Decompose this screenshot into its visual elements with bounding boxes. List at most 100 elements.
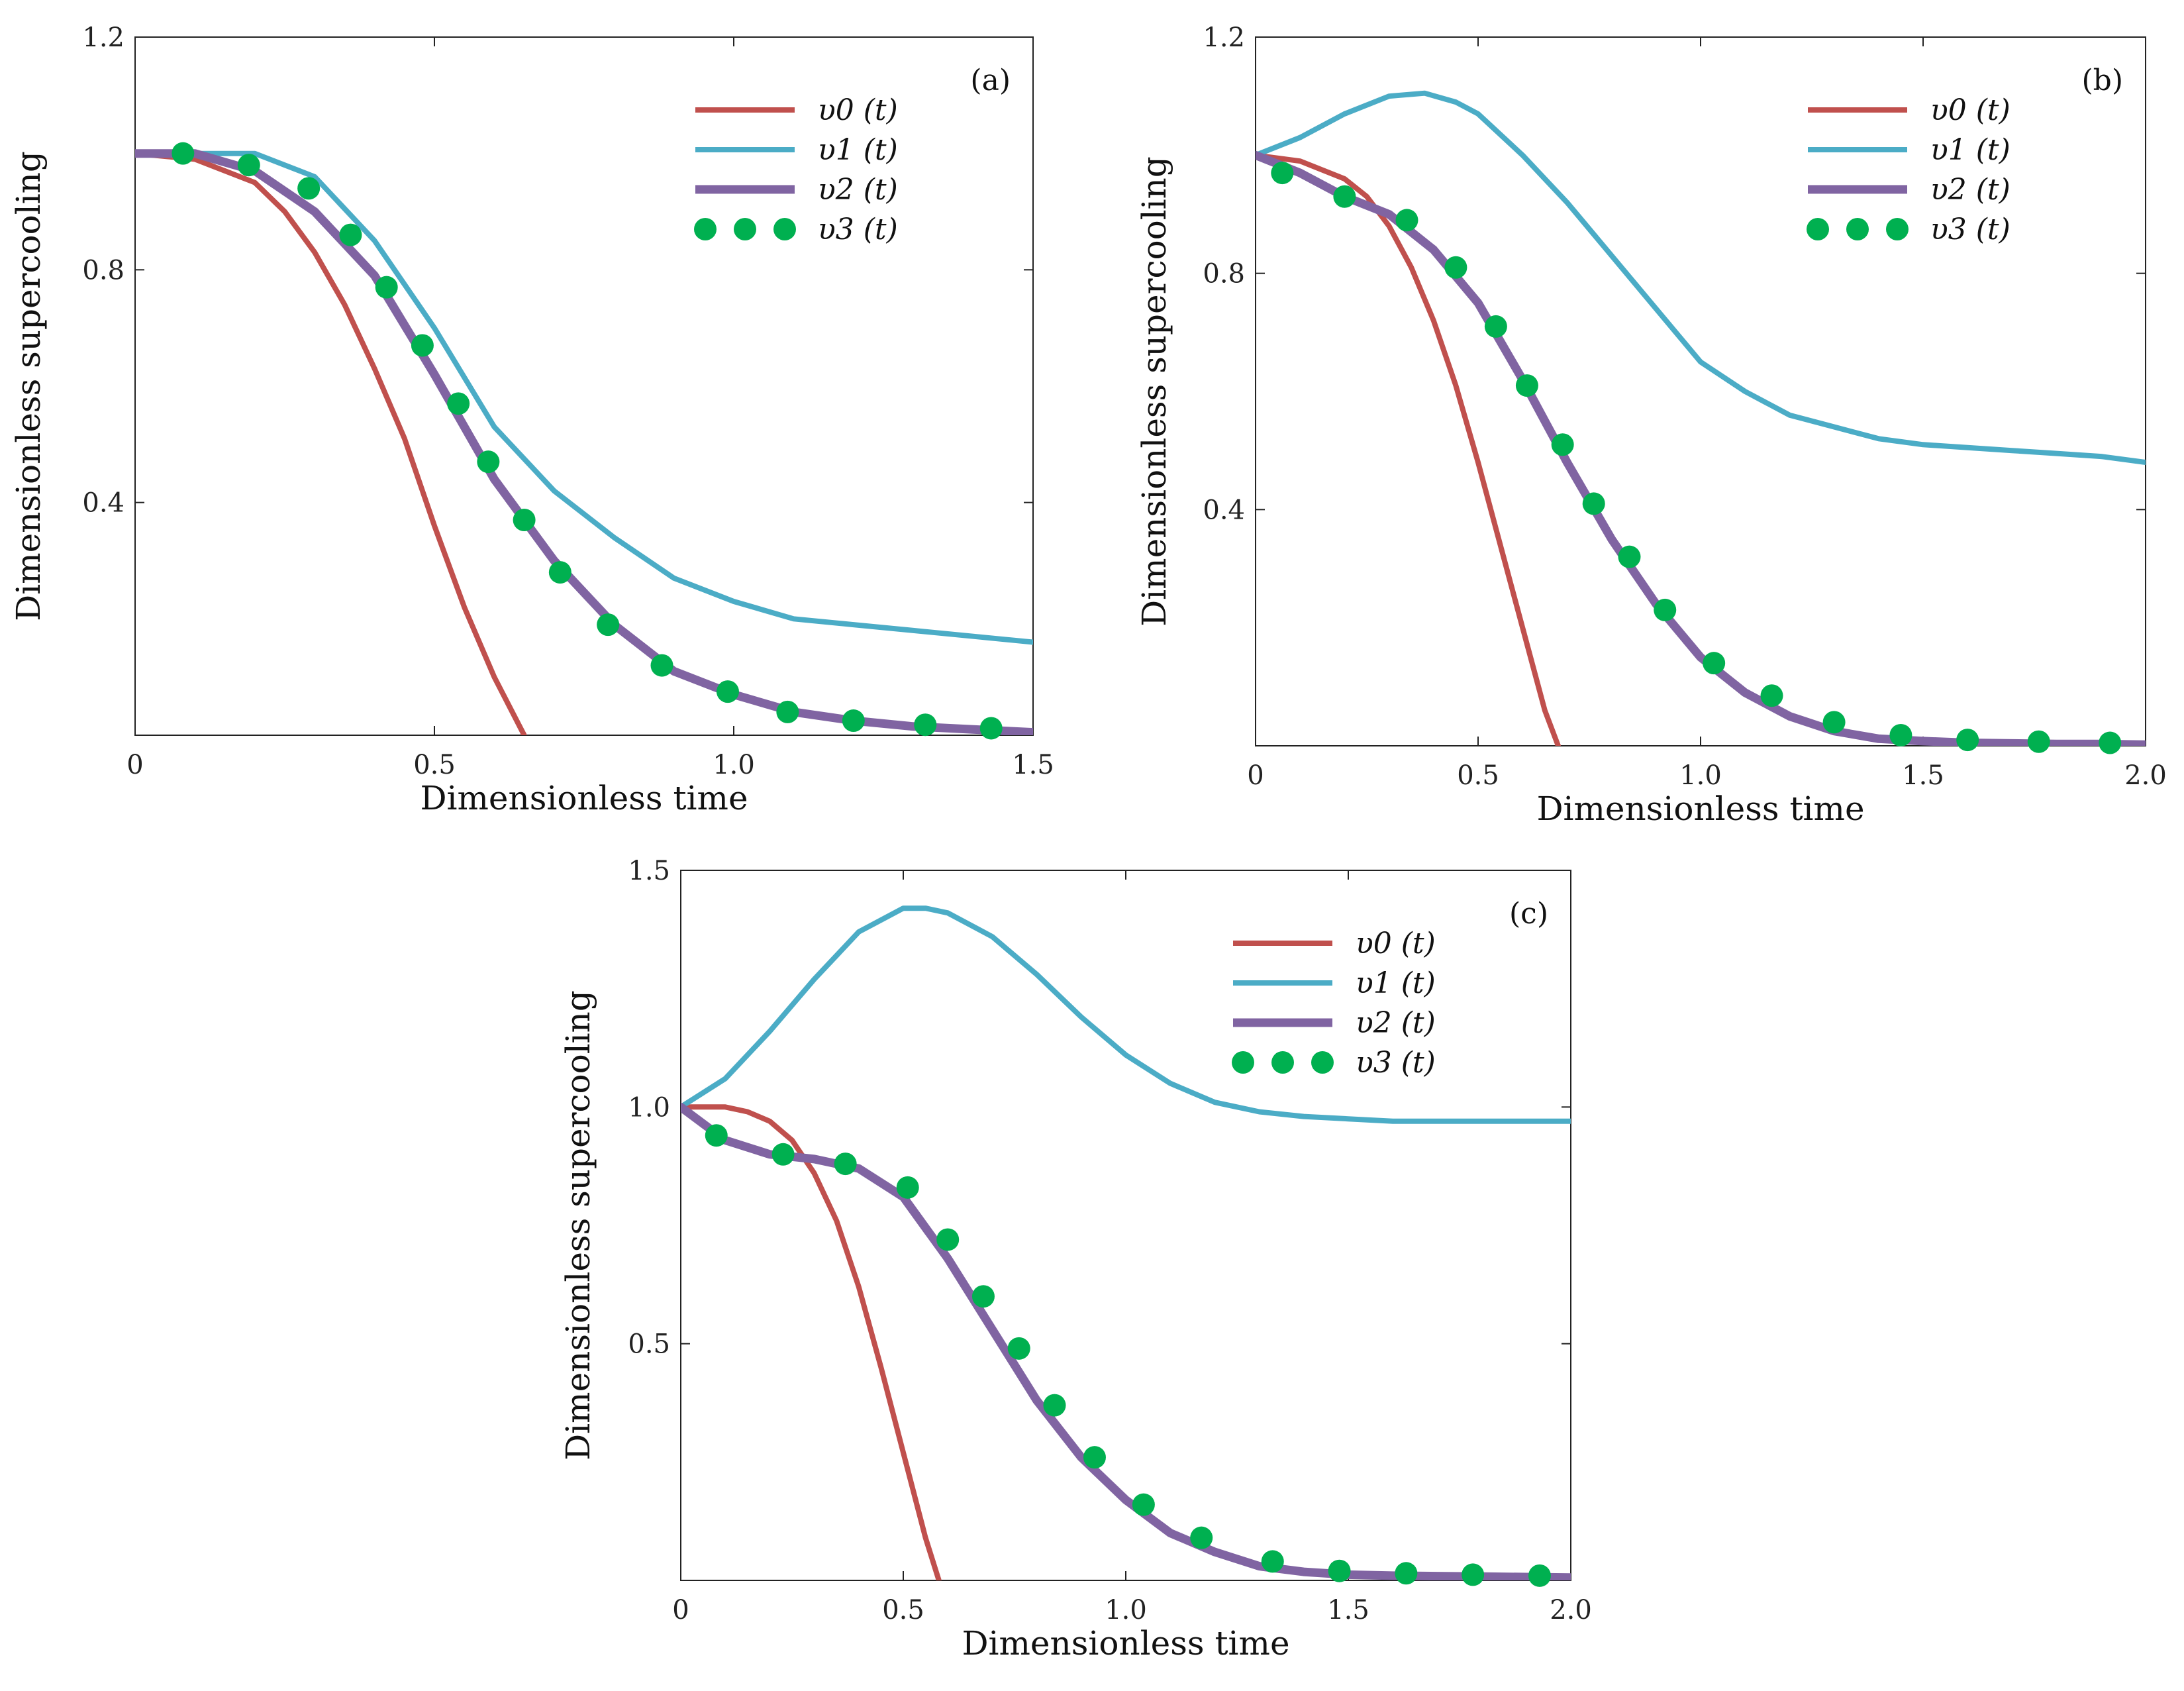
legend-swatch-dot (1846, 218, 1869, 240)
x-tick-label: 1.0 (1679, 760, 1722, 791)
series-point (842, 709, 865, 733)
series-line-2 (135, 149, 1033, 735)
x-tick-label: 1.5 (1012, 750, 1054, 780)
panel-label: (c) (1509, 897, 1548, 931)
legend-swatch-dot (1886, 218, 1909, 240)
legend-swatch-dot (1271, 1051, 1294, 1074)
series-point (1703, 652, 1726, 675)
series-point (1395, 1562, 1418, 1585)
legend-entry: υ1 (t) (1930, 133, 2010, 167)
series-point (172, 142, 195, 165)
series-point (1395, 209, 1418, 232)
panel-c: 0 0.5 1.0 1.5 2.0 0.5 1.0 1.5 Dimensionless time… (559, 856, 1592, 1663)
x-tick-label: 0.5 (1457, 760, 1499, 791)
series-point (979, 717, 1003, 740)
series-point (896, 1176, 919, 1199)
series-point (513, 509, 536, 532)
y-axis-label: Dimensionless supercooling (9, 151, 48, 621)
series-point (1271, 162, 1294, 185)
series-point (2027, 730, 2050, 753)
x-axis-label: Dimensionless time (962, 1624, 1289, 1663)
series-point (237, 154, 260, 177)
plot-frame (1255, 36, 2146, 746)
x-tick-label: 0.5 (413, 750, 456, 780)
x-tick-label: 2.0 (2124, 760, 2167, 791)
y-tick-label: 0.4 (82, 488, 124, 519)
x-tick-label: 0 (672, 1595, 689, 1625)
legend-swatch-dot (773, 218, 796, 240)
series-point (1760, 684, 1783, 707)
legend-entry: υ3 (t) (1930, 213, 2010, 246)
legend-swatch-dot (734, 218, 756, 240)
series-point (1333, 185, 1356, 208)
y-tick-label: 1.2 (82, 23, 124, 53)
y-axis-label: Dimensionless supercooling (559, 990, 597, 1460)
x-tick-label: 0 (126, 750, 143, 780)
series-point (548, 561, 571, 584)
x-tick-label: 1.0 (713, 750, 755, 780)
x-tick-label: 0 (1247, 760, 1264, 791)
series-point (1484, 315, 1507, 338)
legend-entry: υ2 (t) (818, 173, 898, 207)
series-line-2 (681, 1102, 1571, 1580)
series-point (1551, 433, 1574, 456)
legend-entry: υ1 (t) (818, 133, 898, 167)
y-tick-label: 1.0 (628, 1092, 670, 1123)
series-point (1328, 1559, 1351, 1582)
legend-swatch-dot (1807, 218, 1829, 240)
series-point (1618, 545, 1641, 568)
legend-entry: υ2 (t) (1356, 1006, 1436, 1040)
x-axis-label: Dimensionless time (1536, 790, 1864, 828)
series-point (1261, 1550, 1284, 1573)
series-point (1889, 723, 1912, 746)
series-line-1 (681, 905, 1571, 1124)
series-point (1654, 598, 1677, 621)
plot-frame (134, 36, 1034, 736)
y-tick-label: 0.8 (82, 255, 124, 285)
legend-entry: υ0 (t) (1930, 93, 2010, 127)
legend-entry: υ1 (t) (1356, 966, 1436, 1000)
series-point (1528, 1564, 1551, 1587)
series-point (650, 654, 673, 677)
legend-entry: υ0 (t) (1356, 927, 1436, 960)
series-point (1582, 492, 1605, 515)
x-tick-label: 2.0 (1550, 1595, 1592, 1625)
series-point (716, 680, 739, 703)
x-tick-label: 1.5 (1327, 1595, 1369, 1625)
y-tick-label: 0.5 (628, 1329, 670, 1360)
panel-label: (b) (2082, 64, 2124, 97)
series-line-1 (135, 150, 1033, 645)
series-point (339, 223, 362, 246)
series-point (2099, 731, 2122, 754)
y-tick-label: 1.5 (628, 856, 670, 886)
series-line-0 (135, 150, 527, 735)
legend-entry: υ0 (t) (818, 93, 898, 127)
x-tick-label: 1.5 (1902, 760, 1944, 791)
series-point (597, 613, 620, 637)
legend-swatch-dot (694, 218, 717, 240)
series-point (771, 1143, 795, 1166)
series-point (1007, 1337, 1030, 1360)
y-tick-label: 0.4 (1203, 495, 1245, 525)
series-point (705, 1124, 728, 1147)
series-point (297, 177, 321, 200)
series-point (1822, 711, 1846, 734)
series-point (936, 1228, 960, 1251)
legend-entry: υ3 (t) (1356, 1046, 1436, 1080)
series-point (375, 276, 398, 299)
series-line-0 (681, 1104, 942, 1580)
series-point (1462, 1563, 1485, 1586)
y-axis-label: Dimensionless supercooling (1135, 156, 1173, 627)
legend-entry: υ3 (t) (818, 213, 898, 246)
series-point (1043, 1394, 1066, 1417)
panel-a: 0 0.5 1.0 1.5 0.4 0.8 1.2 Dimensionless time Dim… (9, 23, 1054, 817)
legend-swatch-dot (1232, 1051, 1254, 1074)
series-point (477, 450, 500, 474)
x-tick-label: 0.5 (882, 1595, 924, 1625)
y-tick-label: 1.2 (1203, 23, 1245, 53)
series-point (411, 334, 434, 357)
legend-swatch-dot (1311, 1051, 1334, 1074)
series-point (914, 713, 937, 737)
series-point (447, 392, 470, 415)
series-point (834, 1153, 857, 1176)
